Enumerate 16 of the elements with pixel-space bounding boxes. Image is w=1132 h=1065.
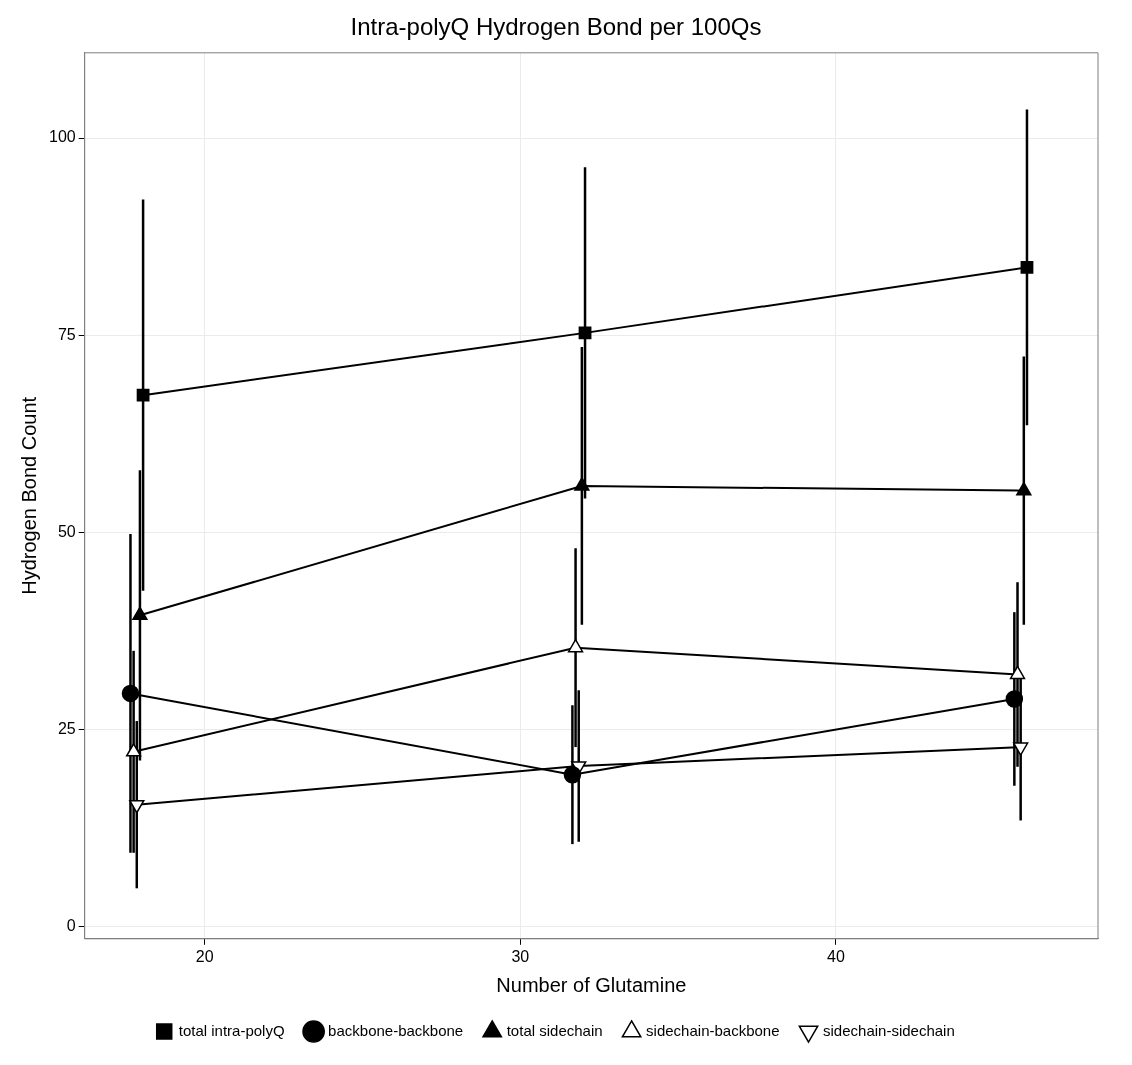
- legend-label: backbone-backbone: [328, 1021, 464, 1039]
- legend-label: sidechain-backbone: [646, 1021, 780, 1039]
- chart-title: Intra-polyQ Hydrogen Bond per 100Qs: [350, 13, 762, 41]
- y-tick-label: 25: [57, 720, 76, 738]
- y-axis-title: Hydrogen Bond Count: [17, 396, 40, 595]
- y-tick-label: 75: [57, 325, 76, 343]
- y-tick-label: 100: [48, 128, 76, 146]
- x-tick-label: 40: [827, 947, 845, 965]
- x-tick-label: 30: [511, 947, 530, 965]
- legend-label: total sidechain: [506, 1021, 603, 1039]
- y-tick-label: 50: [57, 522, 76, 540]
- y-tick-label: 0: [66, 917, 76, 935]
- legend-label: total intra-polyQ: [178, 1021, 285, 1039]
- legend-label: sidechain-sidechain: [823, 1021, 955, 1039]
- x-tick-label: 20: [195, 947, 214, 965]
- x-axis-title: Number of Glutamine: [496, 973, 687, 996]
